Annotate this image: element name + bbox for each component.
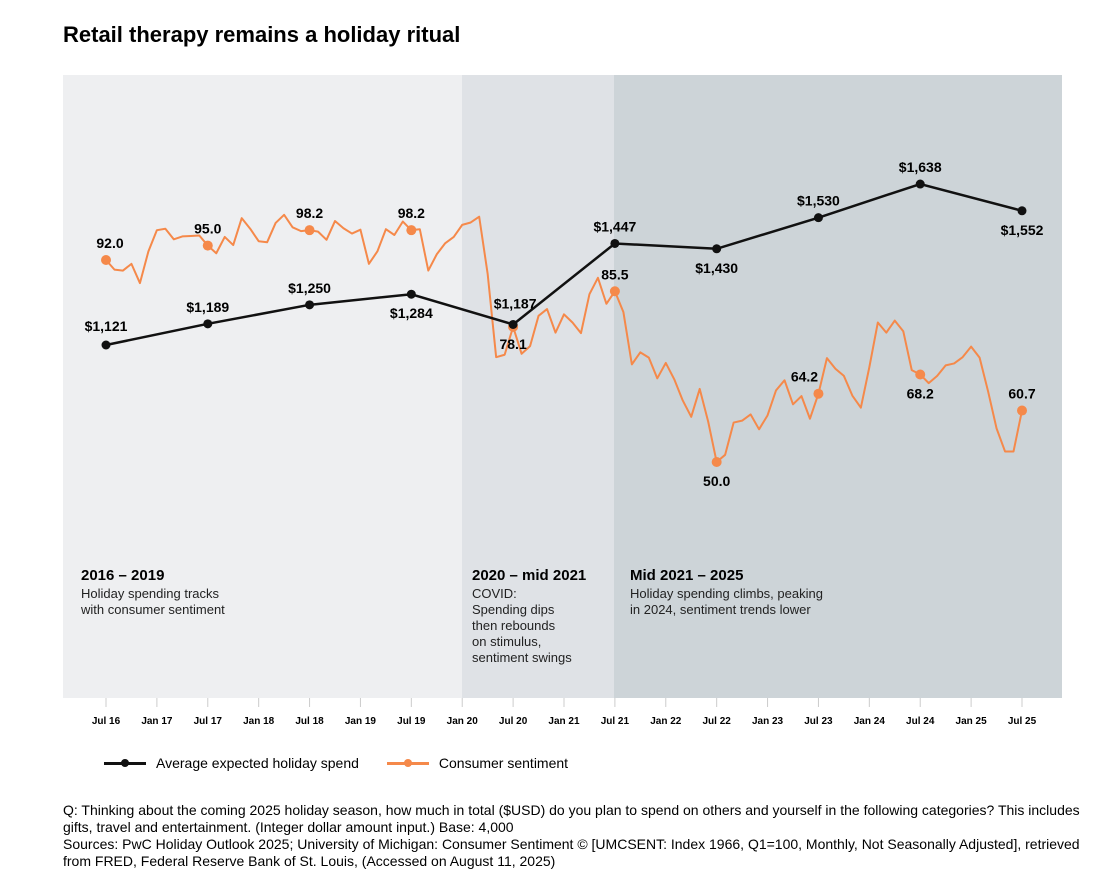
region-heading: Mid 2021 – 2025	[630, 567, 744, 584]
legend-swatch-sentiment	[386, 758, 429, 767]
sentiment-point	[609, 286, 620, 297]
x-tick-label: Jan 25	[956, 716, 988, 727]
sources-note: Sources: PwC Holiday Outlook 2025; Unive…	[63, 836, 1080, 869]
region-bg-2020-2021	[462, 75, 614, 698]
x-tick-label: Jul 23	[804, 716, 833, 727]
spend-label: $1,447	[593, 218, 636, 234]
region-line: with consumer sentiment	[81, 602, 225, 617]
x-tick-label: Jul 18	[295, 716, 324, 727]
spend-point	[915, 179, 925, 189]
region-note-2016-2019: 2016 – 2019 Holiday spending tracks with…	[81, 566, 225, 618]
spend-label: $1,552	[1001, 222, 1044, 238]
spend-label: $1,638	[899, 159, 942, 175]
spend-point	[508, 319, 518, 329]
spend-line	[105, 182, 1023, 347]
spend-point	[203, 319, 213, 329]
sentiment-point	[915, 369, 926, 380]
sentiment-point	[406, 225, 417, 236]
x-tick-label: Jan 18	[243, 716, 275, 727]
spend-label: $1,121	[85, 318, 128, 334]
legend-label: Consumer sentiment	[438, 755, 569, 771]
legend-item-sentiment: Consumer sentiment	[386, 755, 569, 771]
footnotes: Q: Thinking about the coming 2025 holida…	[63, 802, 1083, 870]
region-heading: 2020 – mid 2021	[472, 567, 587, 584]
sentiment-label: 85.5	[601, 266, 628, 282]
spend-point	[101, 340, 111, 350]
sentiment-label: 78.1	[499, 336, 526, 352]
legend-label: Average expected holiday spend	[156, 755, 359, 771]
spend-point	[610, 238, 620, 248]
x-tick-label: Jan 20	[447, 716, 479, 727]
spend-label: $1,530	[797, 193, 840, 209]
spend-label: $1,189	[186, 299, 229, 315]
sentiment-point	[304, 225, 315, 236]
x-tick-label: Jul 21	[601, 716, 630, 727]
legend: Average expected holiday spend Consumer …	[104, 755, 586, 771]
sentiment-point	[1017, 405, 1027, 416]
region-note-2021-2025: Mid 2021 – 2025 Holiday spending climbs,…	[630, 566, 823, 618]
sentiment-label: 68.2	[907, 385, 934, 401]
sentiment-label: 64.2	[791, 369, 818, 385]
spend-label: $1,430	[695, 260, 738, 276]
region-line: sentiment swings	[472, 650, 572, 665]
region-line: then rebounds	[472, 618, 556, 633]
region-bg-2016-2019	[63, 75, 462, 698]
spend-point	[406, 289, 416, 299]
x-tick-label: Jul 20	[499, 716, 528, 727]
x-tick-label: Jul 19	[397, 716, 426, 727]
region-line: Holiday spending tracks	[81, 586, 220, 601]
x-tick-label: Jul 24	[906, 716, 935, 727]
question-note: Q: Thinking about the coming 2025 holida…	[63, 802, 1080, 835]
region-line: Spending dips	[472, 602, 555, 617]
sentiment-label: 98.2	[296, 205, 323, 221]
spend-label: $1,187	[494, 295, 537, 311]
region-line: Holiday spending climbs, peaking	[630, 586, 823, 601]
spend-point	[305, 300, 315, 310]
chart-title: Retail therapy remains a holiday ritual	[63, 22, 461, 47]
region-line: on stimulus,	[472, 634, 542, 649]
x-tick-label: Jul 17	[194, 716, 223, 727]
x-tick-label: Jan 21	[548, 716, 580, 727]
sentiment-label: 92.0	[96, 235, 123, 251]
x-tick-label: Jan 17	[141, 716, 173, 727]
sentiment-point	[813, 388, 824, 399]
x-tick-label: Jan 19	[345, 716, 377, 727]
sentiment-point	[101, 255, 111, 265]
sentiment-label: 98.2	[398, 205, 425, 221]
spend-label: $1,284	[390, 305, 433, 321]
region-heading: 2016 – 2019	[81, 567, 165, 584]
legend-swatch-spend	[104, 758, 146, 767]
spend-point	[1017, 206, 1027, 216]
x-tick-label: Jan 23	[752, 716, 784, 727]
legend-item-spend: Average expected holiday spend	[104, 755, 359, 771]
x-tick-label: Jul 16	[92, 716, 121, 727]
sentiment-point	[202, 240, 213, 251]
region-note-2020-2021: 2020 – mid 2021 COVID: Spending dips the…	[472, 566, 586, 666]
spend-point	[813, 213, 823, 223]
region-line: COVID:	[472, 586, 517, 601]
spend-label: $1,250	[288, 280, 331, 296]
sentiment-line	[105, 213, 1023, 464]
sentiment-label: 60.7	[1008, 386, 1035, 402]
x-tick-label: Jan 22	[650, 716, 682, 727]
x-tick-label: Jul 25	[1008, 716, 1037, 727]
sentiment-label: 95.0	[194, 221, 221, 237]
region-line: in 2024, sentiment trends lower	[630, 602, 811, 617]
x-tick-label: Jan 24	[854, 716, 886, 727]
sentiment-label: 50.0	[703, 473, 730, 489]
x-tick-label: Jul 22	[702, 716, 731, 727]
sentiment-point	[711, 457, 722, 468]
spend-point	[712, 244, 722, 254]
